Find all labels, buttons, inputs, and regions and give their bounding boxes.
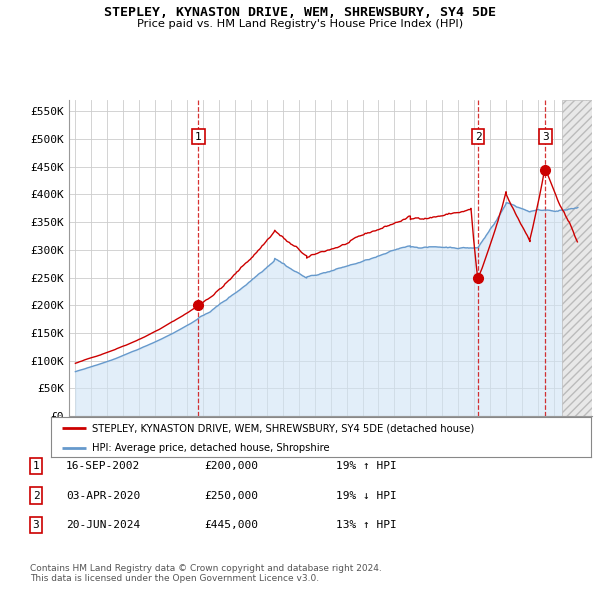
Text: 3: 3: [32, 520, 40, 530]
Text: Price paid vs. HM Land Registry's House Price Index (HPI): Price paid vs. HM Land Registry's House …: [137, 19, 463, 29]
Text: 1: 1: [32, 461, 40, 471]
Bar: [562, 100, 592, 416]
Text: 16-SEP-2002: 16-SEP-2002: [66, 461, 140, 471]
Text: £445,000: £445,000: [204, 520, 258, 530]
Text: 19% ↑ HPI: 19% ↑ HPI: [336, 461, 397, 471]
Text: STEPLEY, KYNASTON DRIVE, WEM, SHREWSBURY, SY4 5DE (detached house): STEPLEY, KYNASTON DRIVE, WEM, SHREWSBURY…: [91, 424, 474, 434]
Text: £200,000: £200,000: [204, 461, 258, 471]
Text: 2: 2: [475, 132, 482, 142]
Text: 19% ↓ HPI: 19% ↓ HPI: [336, 491, 397, 500]
Text: 20-JUN-2024: 20-JUN-2024: [66, 520, 140, 530]
Text: 03-APR-2020: 03-APR-2020: [66, 491, 140, 500]
Text: 1: 1: [195, 132, 202, 142]
Text: Contains HM Land Registry data © Crown copyright and database right 2024.
This d: Contains HM Land Registry data © Crown c…: [30, 563, 382, 583]
Text: 13% ↑ HPI: 13% ↑ HPI: [336, 520, 397, 530]
Text: £250,000: £250,000: [204, 491, 258, 500]
Text: STEPLEY, KYNASTON DRIVE, WEM, SHREWSBURY, SY4 5DE: STEPLEY, KYNASTON DRIVE, WEM, SHREWSBURY…: [104, 6, 496, 19]
Text: 2: 2: [32, 491, 40, 500]
Text: HPI: Average price, detached house, Shropshire: HPI: Average price, detached house, Shro…: [91, 444, 329, 454]
Text: 3: 3: [542, 132, 549, 142]
